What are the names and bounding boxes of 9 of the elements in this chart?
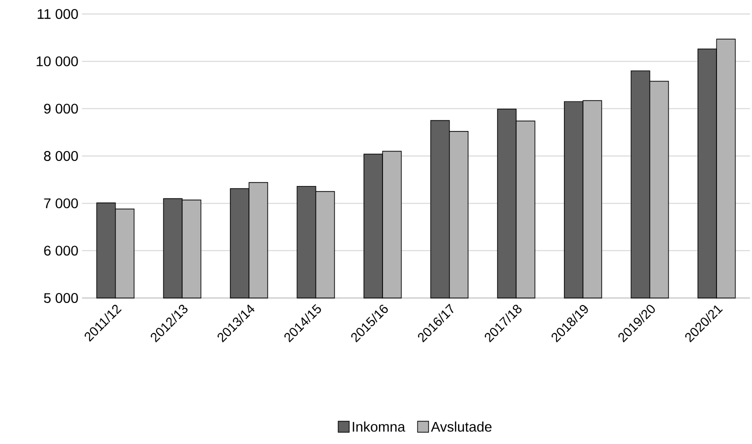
legend-label: Avslutade xyxy=(430,421,492,432)
legend-label: Inkomna xyxy=(352,421,406,432)
y-tick-label: 5 000 xyxy=(44,293,78,303)
y-tick-label: 9 000 xyxy=(44,104,78,114)
y-tick-label: 11 000 xyxy=(38,9,78,19)
y-tick-label: 10 000 xyxy=(36,56,78,66)
y-tick-label: 7 000 xyxy=(44,198,78,208)
y-tick-label: 6 000 xyxy=(44,246,78,256)
y-tick-label: 8 000 xyxy=(44,151,78,161)
